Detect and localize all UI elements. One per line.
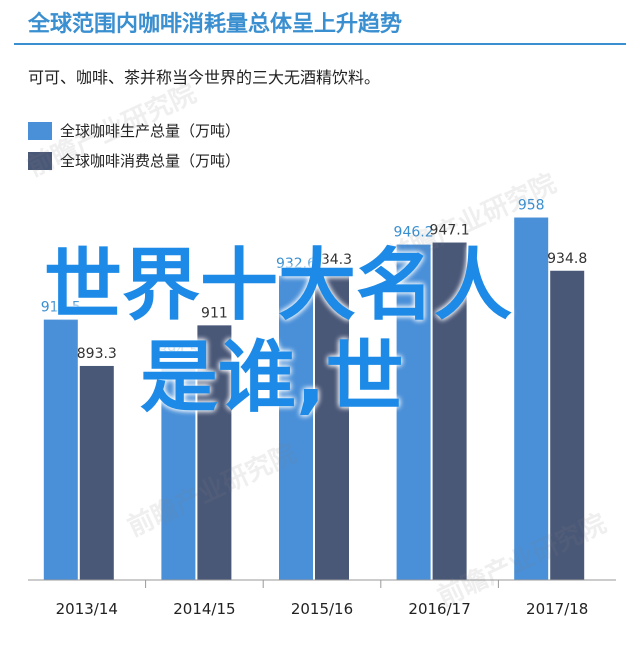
page-subtitle: 可可、咖啡、茶并称当今世界的三大无酒精饮料。 — [28, 68, 381, 87]
data-label: 934.8 — [547, 251, 587, 267]
bar-consumption — [197, 325, 232, 580]
legend-label-production: 全球咖啡生产总量（万吨） — [60, 122, 241, 140]
bar-production — [396, 244, 431, 580]
bar-consumption — [550, 270, 585, 580]
legend-swatch-production — [28, 121, 52, 140]
data-label: 913.5 — [41, 300, 81, 316]
bar-consumption — [432, 242, 467, 581]
x-tick-label: 2016/17 — [408, 600, 470, 618]
title-divider — [14, 43, 626, 45]
data-label: 932.6 — [276, 256, 316, 272]
data-label: 946.2 — [394, 225, 434, 241]
data-label: 947.1 — [430, 223, 470, 239]
page-title: 全球范围内咖啡消耗量总体呈上升趋势 — [28, 12, 403, 37]
data-label: 893.3 — [77, 346, 117, 362]
overlay-line-1: 世界十大名人 — [44, 241, 513, 331]
bar-consumption — [315, 271, 349, 580]
bar-production — [161, 363, 196, 580]
data-label: 894.5 — [158, 343, 198, 359]
x-tick-label: 2014/15 — [173, 600, 235, 618]
legend-label-consumption: 全球咖啡消费总量（万吨） — [60, 152, 241, 170]
bar-production — [514, 217, 549, 580]
bar-production — [279, 275, 313, 580]
bar-consumption — [79, 365, 114, 580]
x-tick-label: 2017/18 — [526, 600, 588, 618]
bar-production — [43, 319, 78, 580]
legend-swatch-consumption — [28, 151, 52, 170]
legend-item-consumption: 全球咖啡消费总量（万吨） — [28, 150, 240, 171]
overlay-line-2: 是谁,世 — [140, 333, 404, 423]
legend-item-production: 全球咖啡生产总量（万吨） — [28, 120, 240, 141]
data-label: 911 — [201, 305, 228, 321]
overlay-text: 世界十大名人 是谁,世 — [44, 240, 512, 424]
x-tick-label: 2013/14 — [56, 600, 118, 618]
data-label: 934.3 — [312, 252, 352, 268]
data-label: 958 — [518, 198, 545, 214]
x-tick-label: 2015/16 — [291, 600, 353, 618]
